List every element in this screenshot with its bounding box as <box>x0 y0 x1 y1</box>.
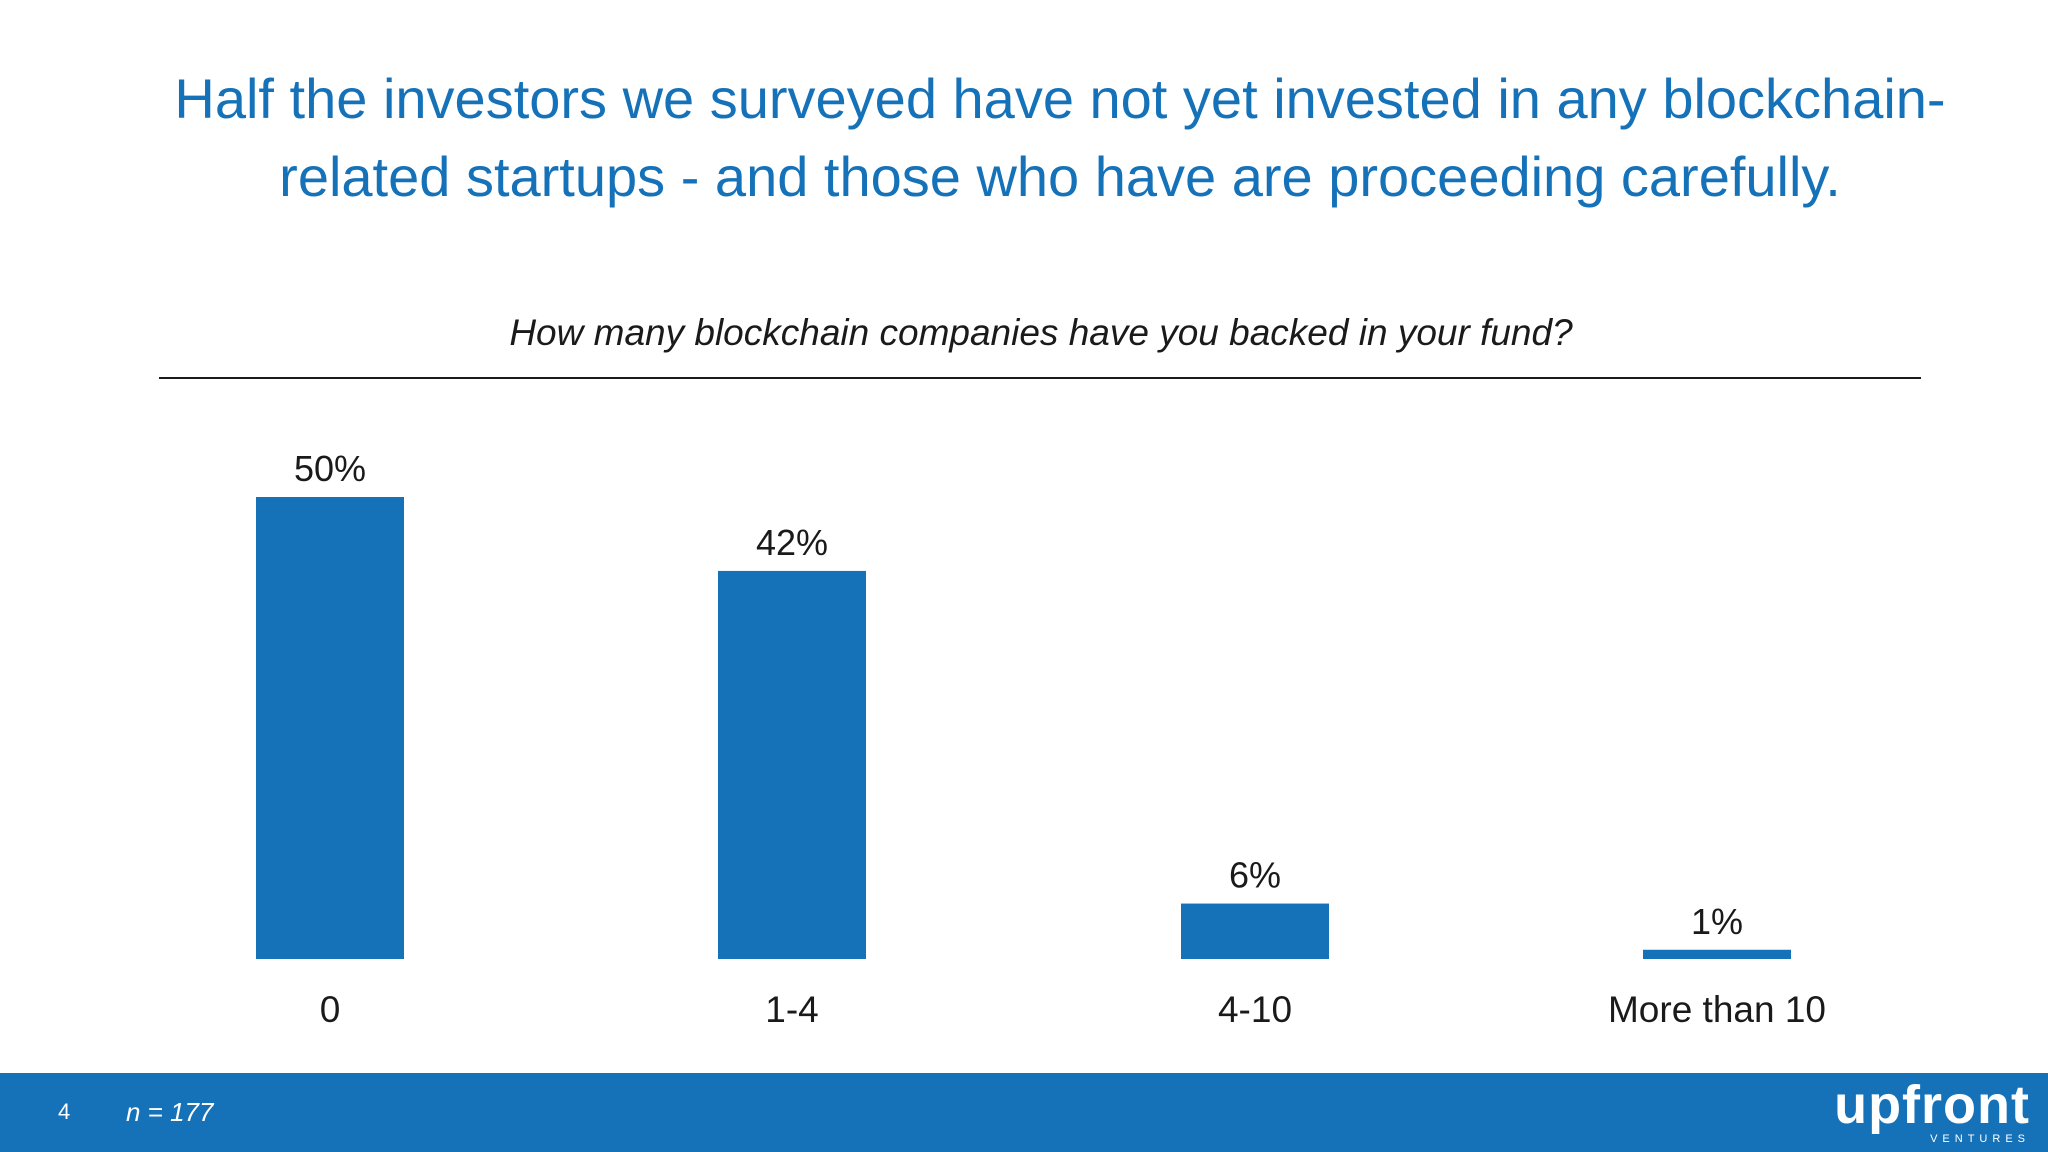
category-label-0: 0 <box>320 989 341 1030</box>
sample-size-note: n = 177 <box>126 1097 214 1127</box>
bar-4-10 <box>1181 903 1329 959</box>
data-label-1-4: 42% <box>756 522 828 563</box>
bar-more-than-10 <box>1643 949 1791 959</box>
bar-chart: 50% 0 42% 1-4 6% 4-10 1% More than 10 <box>256 448 1826 1030</box>
upfront-ventures-logo: upfront VENTURES <box>1834 1077 2030 1145</box>
category-label-1-4: 1-4 <box>765 989 818 1030</box>
title-divider <box>159 377 1921 379</box>
logo-wordmark: upfront <box>1834 1075 2030 1135</box>
data-label-more-than-10: 1% <box>1691 901 1743 942</box>
logo-subtitle: VENTURES <box>1930 1133 2030 1145</box>
category-label-4-10: 4-10 <box>1218 989 1292 1030</box>
category-label-more-than-10: More than 10 <box>1608 989 1826 1030</box>
data-label-4-10: 6% <box>1229 855 1281 896</box>
data-label-0: 50% <box>294 448 366 489</box>
footer-bar: 4 n = 177 upfront VENTURES <box>0 1073 2048 1152</box>
headline: Half the investors we surveyed have not … <box>174 67 1946 208</box>
bar-0 <box>256 497 404 959</box>
bar-1-4 <box>718 570 866 959</box>
chart-title: How many blockchain companies have you b… <box>509 312 1573 353</box>
page-number: 4 <box>58 1099 71 1124</box>
